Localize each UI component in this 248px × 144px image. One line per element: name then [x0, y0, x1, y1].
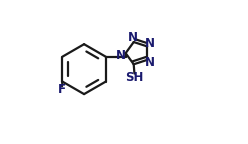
- Text: SH: SH: [125, 71, 144, 84]
- Text: N: N: [116, 49, 126, 62]
- Text: N: N: [145, 37, 155, 50]
- Text: N: N: [127, 32, 137, 44]
- Text: F: F: [58, 83, 66, 95]
- Text: N: N: [145, 56, 155, 69]
